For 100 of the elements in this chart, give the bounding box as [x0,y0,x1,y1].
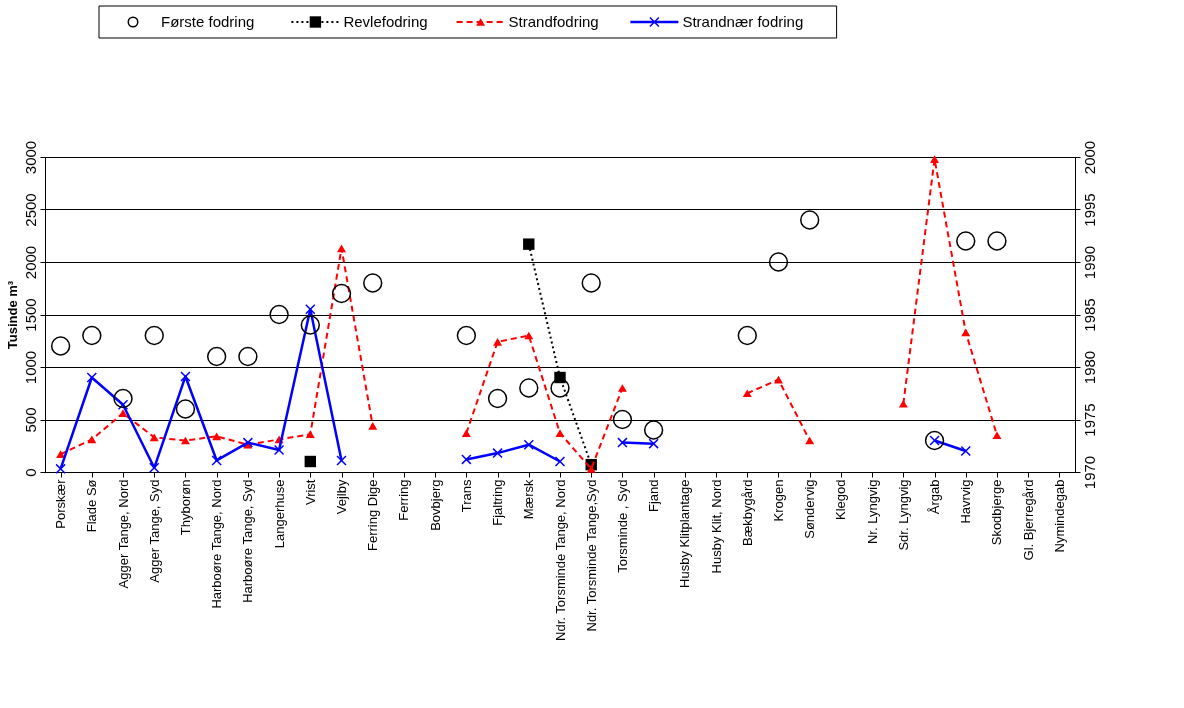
x-tick-label: Skodbjerge [989,479,1005,546]
point [456,325,477,346]
point [82,325,102,346]
point [336,455,347,466]
x-tick-label: Havrvig [958,479,974,524]
x-tick-label: Harboøre Tange, Nord [209,479,225,609]
point [300,315,320,335]
point [269,304,289,325]
x-tick-label: Torsminde , Syd [614,479,630,573]
point [924,430,945,451]
point [550,378,570,398]
point [492,447,503,459]
legend-label: Revlefodring [343,13,428,30]
point [180,436,190,445]
x-tick-label: Ferring Dige [365,479,381,552]
x-tick-label: Porskær [53,478,69,529]
point [523,238,535,250]
x-tick-label: Nr. Lyngvig [864,479,880,545]
point [930,155,940,163]
point [554,456,566,467]
point [987,231,1007,251]
point [331,283,352,304]
x-tick-label: Sdr. Lyngvig [895,479,911,551]
x-tick-label: Fjaltring [490,479,506,526]
point [800,210,820,230]
point [363,273,383,293]
x-tick-label: Fjand [646,479,662,513]
x-tick-label: Ndr. Torsminde Tange, Nord [552,479,568,641]
x-tick-label: Thyborøn [177,479,193,536]
x-tick-label: Langerhuse [271,479,287,549]
point [898,399,908,408]
y-tick-label: 2500 [21,193,39,227]
x-tick-label: Vrist [302,479,318,506]
point [648,438,659,449]
y-tick-label: 3000 [21,140,39,175]
point [961,328,971,337]
x-tick-label: Ferring [396,479,412,521]
y2-tick-label: 1980 [1080,350,1098,385]
point [212,432,222,441]
point [149,433,159,442]
point [86,372,98,383]
point [144,325,164,346]
x-tick-label: Klegod [833,479,849,520]
point [149,462,160,474]
y-tick-label: 0 [21,468,39,477]
point [55,463,66,475]
point [304,455,316,468]
x-tick-label: Ndr. Torsminde Tange,Syd [583,479,599,632]
y-tick-label: 500 [21,407,39,433]
point [956,231,976,251]
x-tick-label: Årgab [927,479,943,515]
point [117,399,129,411]
point [960,445,971,457]
x-tick-label: Flade Sø [84,479,100,533]
point [992,431,1002,440]
point [461,429,471,438]
point [305,304,316,315]
x-tick-label: Krogen [770,479,786,522]
point [113,388,133,409]
x-tick-label: Bovbjerg [427,479,443,531]
point [523,439,535,450]
point [742,389,752,398]
x-tick-label: Mærsk [521,479,537,520]
x-tick-label: Agger Tange, Syd [146,479,162,583]
x-tick-label: Husby Klitplantage [677,479,693,588]
point [617,384,627,392]
point [737,325,757,346]
point [643,420,664,440]
point [612,409,633,430]
point [586,464,596,473]
x-tick-label: Gl. Bjerregård [1020,479,1036,561]
x-tick-label: Vejlby [334,479,350,515]
point [305,430,315,439]
y2-tick-label: 1995 [1080,193,1098,227]
y-tick-label: 2000 [21,245,39,280]
point [555,429,565,438]
y2-tick-label: 2000 [1080,140,1098,175]
y-tick-label: 1500 [21,298,39,332]
point [617,437,628,448]
y2-tick-label: 1990 [1080,245,1098,280]
point [238,346,258,367]
point [211,455,222,466]
x-tick-label: Nymindegab [1051,479,1067,553]
x-tick-label: Agger Tange, Nord [115,479,131,589]
point [581,273,601,293]
y2-tick-label: 1985 [1080,298,1098,332]
point [175,399,196,419]
x-tick-label: Harboøre Tange, Syd [240,479,256,603]
point [180,371,191,382]
point [206,346,227,367]
point [461,454,472,465]
point [337,244,346,253]
y-tick-label: 1000 [21,350,39,385]
x-tick-label: Bækbygård [739,479,755,546]
legend-label: Første fodring [161,13,255,30]
point [519,378,539,398]
y2-tick-label: 1975 [1080,403,1098,437]
point [118,409,128,418]
x-tick-label: Husby Klit, Nord [708,479,724,574]
point [273,444,285,456]
